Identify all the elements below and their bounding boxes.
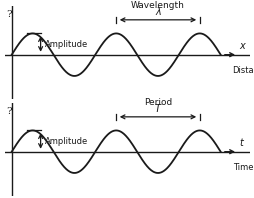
Text: Period: Period (143, 98, 171, 107)
Text: ?: ? (6, 10, 12, 19)
Text: Time: Time (232, 163, 252, 172)
Text: Amplitude: Amplitude (45, 40, 88, 49)
Text: t: t (238, 138, 242, 148)
Text: Wavelength: Wavelength (131, 1, 184, 10)
Text: Distance: Distance (232, 66, 254, 75)
Text: Amplitude: Amplitude (45, 137, 88, 146)
Text: λ: λ (154, 7, 160, 17)
Text: T: T (154, 104, 160, 114)
Text: ?: ? (6, 107, 12, 116)
Text: x: x (238, 41, 244, 51)
